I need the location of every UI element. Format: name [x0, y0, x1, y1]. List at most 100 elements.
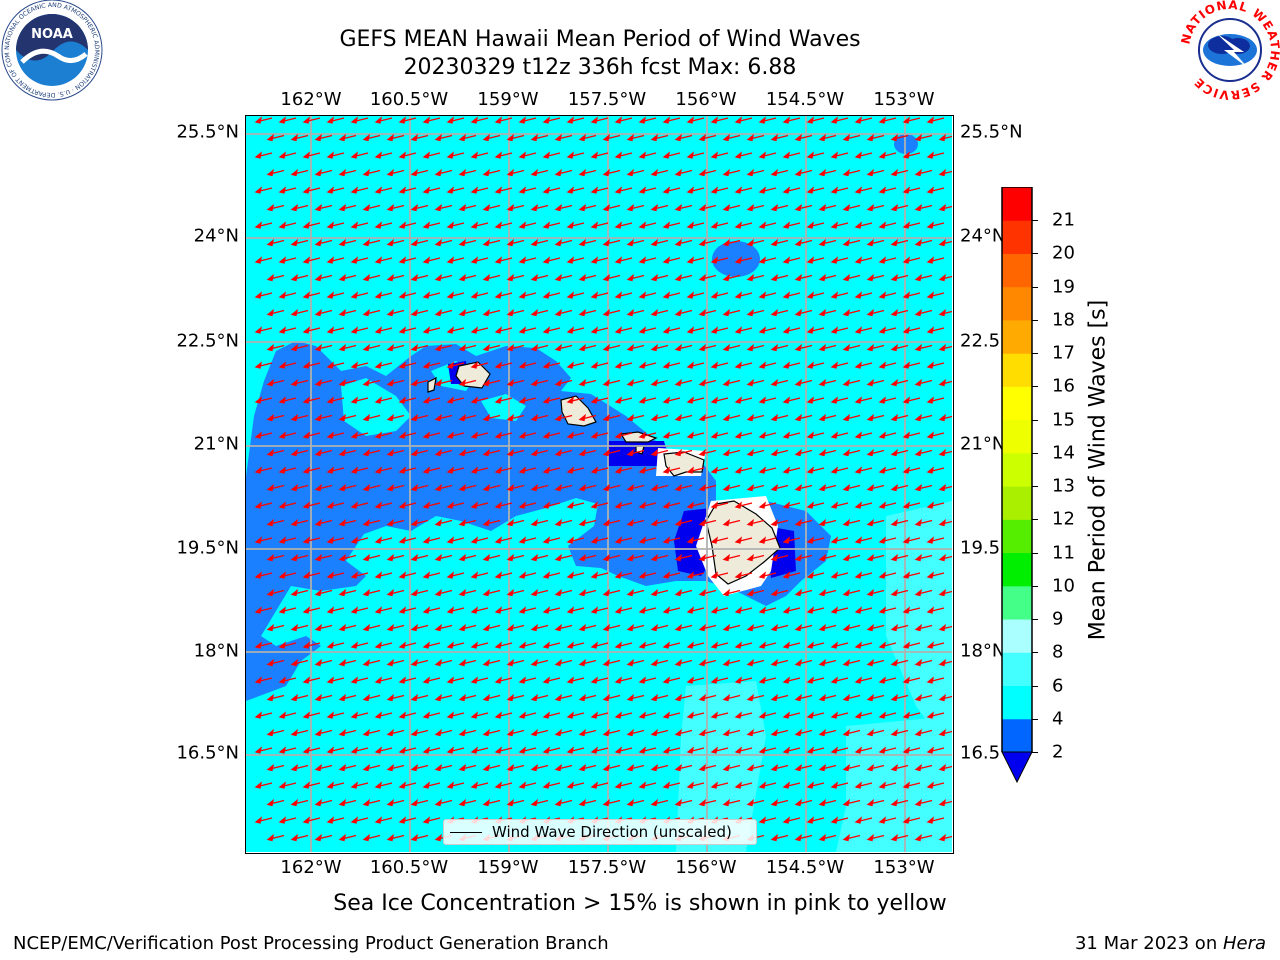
wind-wave-arrow-head [338, 483, 346, 492]
wind-wave-arrow-head [638, 641, 646, 649]
wind-wave-arrow-head [410, 133, 418, 142]
wind-wave-arrow-head [566, 711, 574, 719]
wind-wave-arrow-head [602, 203, 610, 212]
wind-wave-arrow-head [626, 728, 634, 737]
wind-wave-arrow-head [590, 606, 598, 614]
wind-wave-arrow-head [938, 308, 946, 317]
wind-wave-arrow-head [734, 291, 742, 299]
wind-wave-arrow-head [770, 553, 778, 562]
wind-wave-arrow-head [686, 711, 694, 719]
wind-wave-arrow-head [434, 448, 442, 457]
wind-wave-arrow-head [386, 483, 394, 492]
wind-wave-arrow-head [290, 763, 298, 772]
colorbar-segment [1002, 452, 1032, 487]
wind-wave-arrow-head [782, 676, 790, 684]
colorbar-tick-label: 14 [1052, 442, 1075, 464]
wind-wave-arrow-head [506, 273, 514, 282]
wind-wave-arrow-head [518, 571, 526, 579]
wind-wave-arrow-head [266, 413, 274, 422]
wind-wave-arrow-head [902, 326, 910, 334]
wind-wave-arrow-head [914, 658, 922, 667]
wind-wave-arrow-head [830, 536, 838, 544]
wind-wave-arrow-head [410, 343, 418, 352]
wind-wave-arrow-head [782, 711, 790, 719]
wind-wave-arrow-head [506, 693, 514, 702]
wind-wave-arrow-head [266, 693, 274, 702]
wind-wave-arrow-head [614, 466, 622, 474]
wind-wave-arrow-head [890, 133, 898, 142]
period-2-4-region [712, 241, 760, 277]
wind-wave-arrow-head [482, 623, 490, 632]
lon-tick-top: 159°W [477, 89, 539, 110]
wind-wave-arrow-head [506, 483, 514, 492]
wind-wave-arrow-head [854, 396, 862, 404]
wind-wave-arrow-head [710, 396, 718, 404]
wind-wave-arrow-head [638, 466, 646, 474]
lat-tick-left: 19.5°N [176, 537, 239, 559]
wind-wave-arrow-head [446, 396, 454, 404]
wind-wave-arrow-head [350, 816, 358, 824]
wind-wave-arrow-head [794, 798, 802, 807]
wind-wave-arrow-head [290, 588, 298, 597]
wind-wave-arrow-head [746, 728, 754, 737]
wind-wave-arrow-head [770, 203, 778, 212]
wind-wave-arrow-head [326, 186, 334, 194]
wind-wave-arrow-head [674, 168, 682, 177]
wind-wave-arrow-head [434, 413, 442, 422]
wind-wave-arrow-head [818, 693, 826, 702]
wind-wave-arrow-head [374, 116, 382, 124]
wind-wave-arrow-head [782, 291, 790, 299]
wind-wave-arrow-head [398, 816, 406, 824]
wind-wave-arrow-head [362, 483, 370, 492]
wind-wave-arrow-head [866, 553, 874, 562]
wind-wave-arrow-head [506, 308, 514, 317]
colorbar-segment [1002, 253, 1032, 288]
wind-wave-arrow-head [266, 448, 274, 457]
wind-wave-arrow-head [638, 781, 646, 789]
wind-wave-arrow-head [854, 256, 862, 264]
wind-wave-arrow-head [542, 536, 550, 544]
wind-wave-arrow-head [374, 816, 382, 824]
wind-wave-arrow-head [398, 641, 406, 649]
wind-wave-arrow-head [770, 168, 778, 177]
wind-wave-arrow-head [698, 378, 706, 387]
lon-tick-top: 160.5°W [369, 89, 449, 110]
wind-wave-arrow-head [674, 413, 682, 422]
wind-wave-arrow-head [518, 361, 526, 369]
wind-wave-arrow-head [518, 186, 526, 194]
wind-wave-arrow-head [494, 396, 502, 404]
wind-wave-arrow-head [482, 553, 490, 562]
wind-wave-arrow-head [530, 448, 538, 457]
wind-wave-arrow-head [794, 378, 802, 387]
wind-wave-arrow-head [614, 641, 622, 649]
wind-wave-arrow-head [254, 606, 262, 614]
wind-wave-arrow-head [374, 151, 382, 159]
wind-wave-arrow-head [722, 518, 730, 527]
wind-wave-arrow-head [842, 378, 850, 387]
wind-wave-arrow-head [410, 693, 418, 702]
wind-wave-arrow-head [434, 763, 442, 772]
wind-wave-arrow-head [638, 606, 646, 614]
wind-wave-arrow-head [410, 763, 418, 772]
wind-wave-arrow-head [794, 693, 802, 702]
wind-wave-arrow-head [938, 588, 946, 597]
wind-wave-arrow-head [266, 763, 274, 772]
wind-wave-arrow-head [554, 518, 562, 527]
wind-wave-arrow-head [458, 413, 466, 422]
wind-wave-arrow-head [938, 658, 946, 667]
lon-tick-bottom: 154.5°W [765, 857, 845, 878]
wind-wave-arrow-head [902, 116, 910, 124]
wind-wave-arrow-head [566, 781, 574, 789]
wind-wave-arrow-head [446, 571, 454, 579]
wind-wave-arrow-head [554, 763, 562, 772]
wind-wave-arrow-head [638, 221, 646, 229]
wind-wave-arrow-head [602, 273, 610, 282]
wind-wave-arrow-head [422, 431, 430, 439]
wind-wave-arrow-head [674, 728, 682, 737]
wind-wave-arrow-head [710, 256, 718, 264]
colorbar-segment [1002, 386, 1032, 421]
wind-wave-arrow-head [554, 343, 562, 352]
wind-wave-arrow-head [518, 676, 526, 684]
wind-wave-arrow-head [734, 711, 742, 719]
wind-wave-arrow-head [794, 413, 802, 422]
